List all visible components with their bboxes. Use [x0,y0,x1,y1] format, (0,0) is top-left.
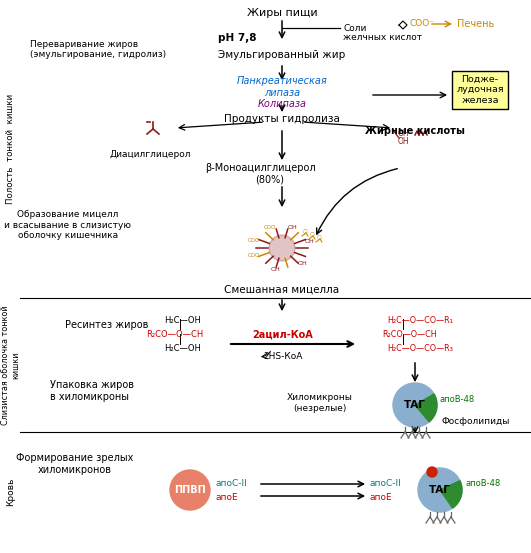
Text: H₂C—O—CO—R₃: H₂C—O—CO—R₃ [387,344,453,353]
Text: ТАГ: ТАГ [429,485,451,495]
Text: Хиломикроны
(незрелые): Хиломикроны (незрелые) [287,393,353,413]
Text: ○: ○ [310,232,314,237]
Circle shape [418,468,462,512]
Text: Фосфолипиды: Фосфолипиды [442,416,510,425]
Text: ○: ○ [316,234,321,239]
Text: ППВП: ППВП [174,485,206,495]
Text: Жирные кислоты: Жирные кислоты [365,126,465,136]
Text: β-Моноацилглицерол: β-Моноацилглицерол [204,163,315,173]
Text: Образование мицелл
и всасывание в слизистую
оболочку кишечника: Образование мицелл и всасывание в слизис… [4,210,132,240]
Text: Переваривание жиров
(эмульгирование, гидролиз): Переваривание жиров (эмульгирование, гид… [30,40,166,59]
Text: Эмульгированный жир: Эмульгированный жир [218,50,346,60]
Text: Подже-
лудочная
железа: Подже- лудочная железа [456,75,504,105]
Text: COO⁻: COO⁻ [410,19,435,29]
Text: Колипаза: Колипаза [258,99,306,109]
Text: Слизистая оболочка тонкой
кишки: Слизистая оболочка тонкой кишки [1,305,21,425]
Circle shape [269,235,295,261]
Text: Панкреатическая: Панкреатическая [237,76,328,86]
Text: OH: OH [305,239,314,244]
Text: ТАГ: ТАГ [404,400,426,410]
Text: Упаковка жиров
в хиломикроны: Упаковка жиров в хиломикроны [50,380,134,401]
Text: R₂CO—O—CH: R₂CO—O—CH [147,330,203,339]
Circle shape [427,467,437,477]
Text: 2HS-КоА: 2HS-КоА [263,352,303,361]
Text: апоВ-48: апоВ-48 [465,478,500,488]
Text: Продукты гидролиза: Продукты гидролиза [224,114,340,124]
Text: Соли: Соли [343,24,366,33]
Wedge shape [415,394,437,422]
Text: апоЕ: апоЕ [370,493,392,502]
Text: (80%): (80%) [255,174,285,184]
Text: апоВ-48: апоВ-48 [440,394,475,404]
Text: H₂C—OH: H₂C—OH [165,316,201,325]
Text: OH: OH [288,225,297,230]
Text: липаза: липаза [264,88,300,98]
Text: COO: COO [247,238,260,243]
Text: COO: COO [248,253,260,258]
Text: H₂C—OH: H₂C—OH [165,344,201,353]
Text: Кровь: Кровь [6,478,15,506]
Text: pH 7,8: pH 7,8 [218,33,256,43]
Circle shape [393,383,437,427]
Text: ○: ○ [303,228,307,233]
Text: OH: OH [298,261,307,266]
Text: 2ацил-КоА: 2ацил-КоА [253,330,313,340]
Text: R₂CO—O—CH: R₂CO—O—CH [383,330,438,339]
Text: Полость  тонкой  кишки: Полость тонкой кишки [6,94,15,204]
Wedge shape [440,481,462,508]
Text: Диацилглицерол: Диацилглицерол [109,150,191,159]
Text: COO: COO [263,225,276,230]
Text: OH: OH [398,129,409,138]
Text: OH: OH [271,267,281,272]
Circle shape [170,470,210,510]
Text: Жиры пищи: Жиры пищи [247,8,318,18]
Text: Смешанная мицелла: Смешанная мицелла [225,285,339,295]
Text: желчных кислот: желчных кислот [343,33,422,42]
Text: OH: OH [398,137,409,145]
Text: Печень: Печень [457,19,494,29]
Text: Ресинтез жиров: Ресинтез жиров [65,320,148,330]
Text: H₂C—O—CO—R₁: H₂C—O—CO—R₁ [387,316,453,325]
Text: Формирование зрелых
хиломикронов: Формирование зрелых хиломикронов [16,453,134,474]
Text: апоС-II: апоС-II [215,478,247,488]
Text: апоЕ: апоЕ [215,493,238,502]
Text: апоС-II: апоС-II [370,478,402,488]
